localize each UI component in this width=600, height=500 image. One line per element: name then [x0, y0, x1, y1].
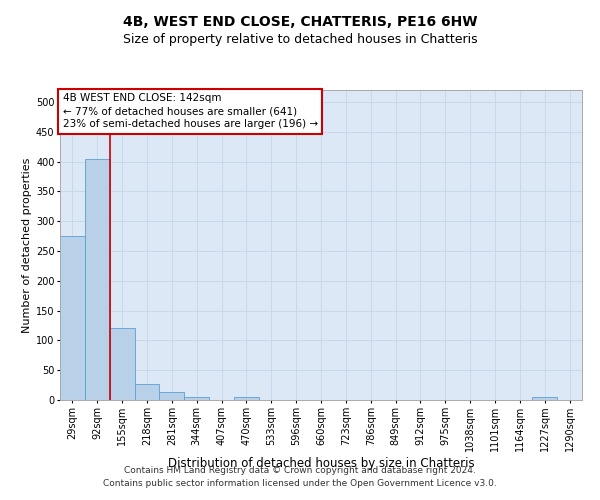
Bar: [134, 384, 160, 400]
X-axis label: Distribution of detached houses by size in Chatteris: Distribution of detached houses by size …: [167, 456, 475, 469]
Bar: [160, 392, 184, 400]
Text: Contains HM Land Registry data © Crown copyright and database right 2024.
Contai: Contains HM Land Registry data © Crown c…: [103, 466, 497, 487]
Y-axis label: Number of detached properties: Number of detached properties: [22, 158, 32, 332]
Text: 4B WEST END CLOSE: 142sqm
← 77% of detached houses are smaller (641)
23% of semi: 4B WEST END CLOSE: 142sqm ← 77% of detac…: [62, 93, 318, 130]
Bar: [110, 328, 134, 400]
Bar: [85, 158, 110, 400]
Text: Size of property relative to detached houses in Chatteris: Size of property relative to detached ho…: [122, 32, 478, 46]
Bar: [234, 397, 259, 400]
Bar: [184, 397, 209, 400]
Bar: [60, 236, 85, 400]
Text: 4B, WEST END CLOSE, CHATTERIS, PE16 6HW: 4B, WEST END CLOSE, CHATTERIS, PE16 6HW: [123, 15, 477, 29]
Bar: [532, 397, 557, 400]
